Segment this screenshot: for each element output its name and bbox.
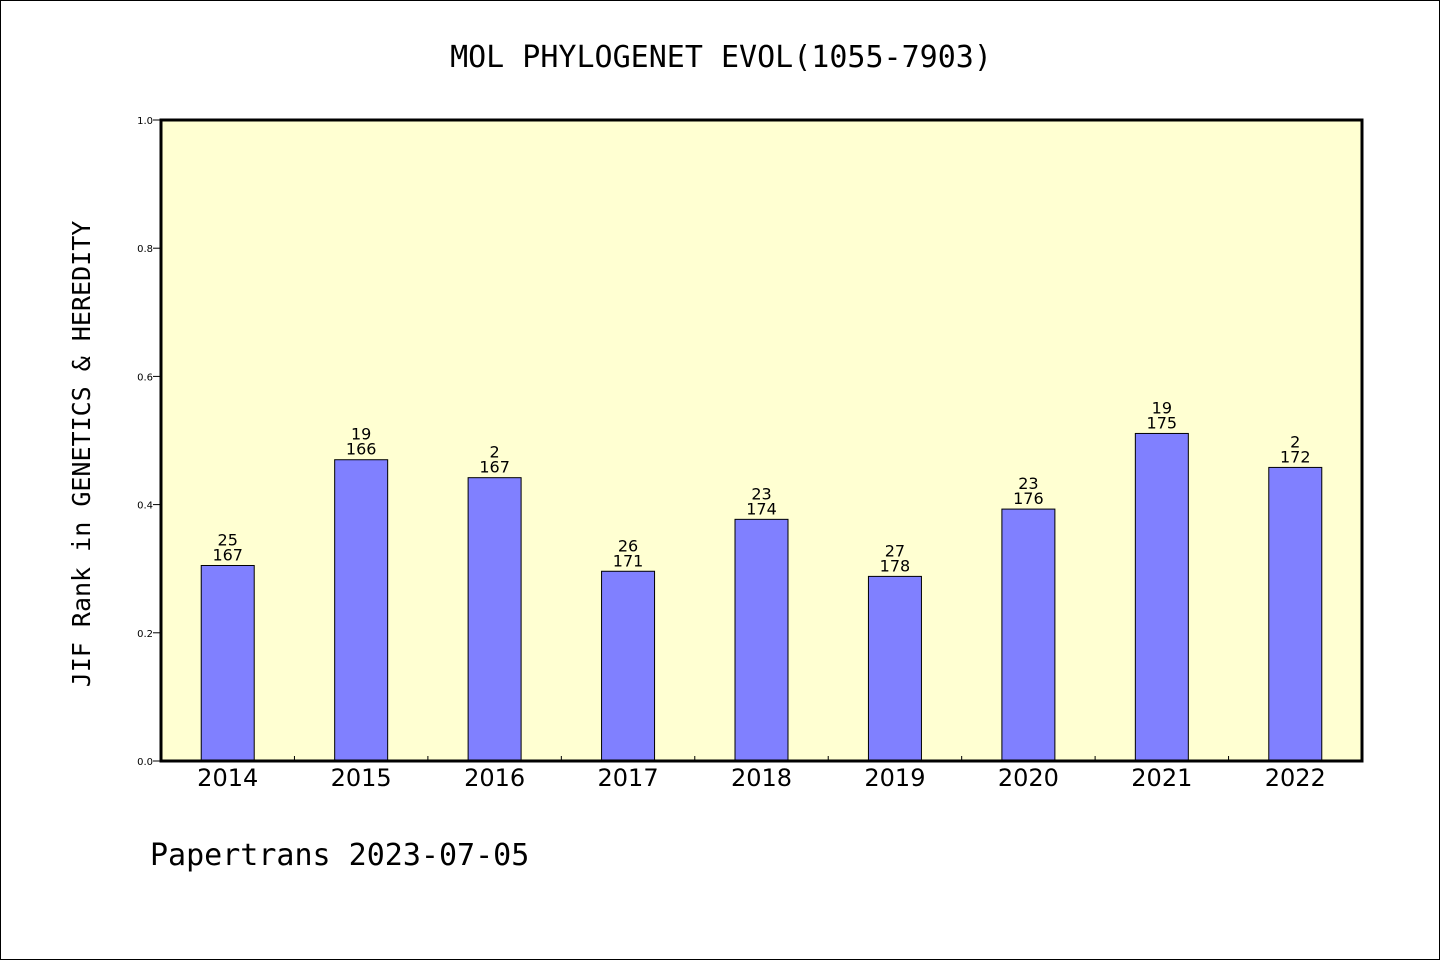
y-tick-label: 0.2 [137, 629, 153, 640]
bar-label-total: 171 [613, 551, 644, 570]
bar-2014 [200, 564, 255, 762]
x-tick-label: 2019 [864, 764, 925, 792]
bar-label-total: 178 [880, 556, 911, 575]
bar-label-rank: 27 [885, 541, 905, 560]
y-tick-label: 0.6 [137, 372, 153, 383]
x-tick-label: 2020 [998, 764, 1059, 792]
x-tick-label: 2017 [598, 764, 659, 792]
y-tick-label: 0.0 [137, 757, 153, 768]
bar-label-total: 167 [212, 545, 243, 564]
chart-title: MOL PHYLOGENET EVOL(1055-7903) [450, 40, 992, 75]
bar-label-rank: 26 [618, 536, 638, 555]
bar-label-total: 174 [746, 499, 777, 518]
x-tick-label: 2016 [464, 764, 525, 792]
bar-label-rank: 23 [1018, 474, 1038, 493]
x-axis-ticks: 2014 2015 2016 2017 2018 2019 2020 2021 2022 [197, 756, 1326, 792]
bar-2020 [1001, 508, 1056, 762]
bar-label-total: 166 [346, 440, 377, 459]
bar-label-rank: 19 [1152, 398, 1172, 417]
x-tick-label: 2022 [1265, 764, 1326, 792]
y-tick-label: 0.4 [137, 501, 153, 512]
bar-2016 [467, 477, 522, 762]
bar-2021 [1134, 432, 1189, 762]
x-tick-label: 2015 [331, 764, 392, 792]
bar-label-total: 176 [1013, 489, 1044, 508]
x-tick-label: 2018 [731, 764, 792, 792]
bar-label-total: 167 [479, 458, 510, 477]
bar-label-rank: 25 [218, 530, 238, 549]
bar-label-total: 175 [1147, 413, 1178, 432]
bar-label-rank: 2 [1290, 432, 1300, 451]
bar-2018 [734, 518, 789, 762]
x-tick-label: 2014 [197, 764, 258, 792]
bar-label-rank: 19 [351, 425, 371, 444]
y-axis-label: JIF Rank in GENETICS & HEREDITY [67, 221, 96, 688]
footer-credit: Papertrans 2023-07-05 [150, 838, 529, 873]
bar-label-total: 172 [1280, 447, 1311, 466]
bar-label-rank: 23 [751, 484, 771, 503]
y-tick-label: 0.8 [137, 244, 153, 255]
y-axis-ticks: 0.0 0.2 0.4 0.6 0.8 1.0 [137, 116, 161, 768]
y-tick-label: 1.0 [137, 116, 153, 127]
x-tick-label: 2021 [1131, 764, 1192, 792]
plot-border [159, 118, 1364, 763]
bar-2017 [601, 570, 656, 762]
bar-label-rank: 2 [490, 443, 500, 462]
bar-2015 [334, 459, 389, 762]
bar-2019 [867, 575, 922, 762]
bar-2022 [1268, 466, 1323, 762]
